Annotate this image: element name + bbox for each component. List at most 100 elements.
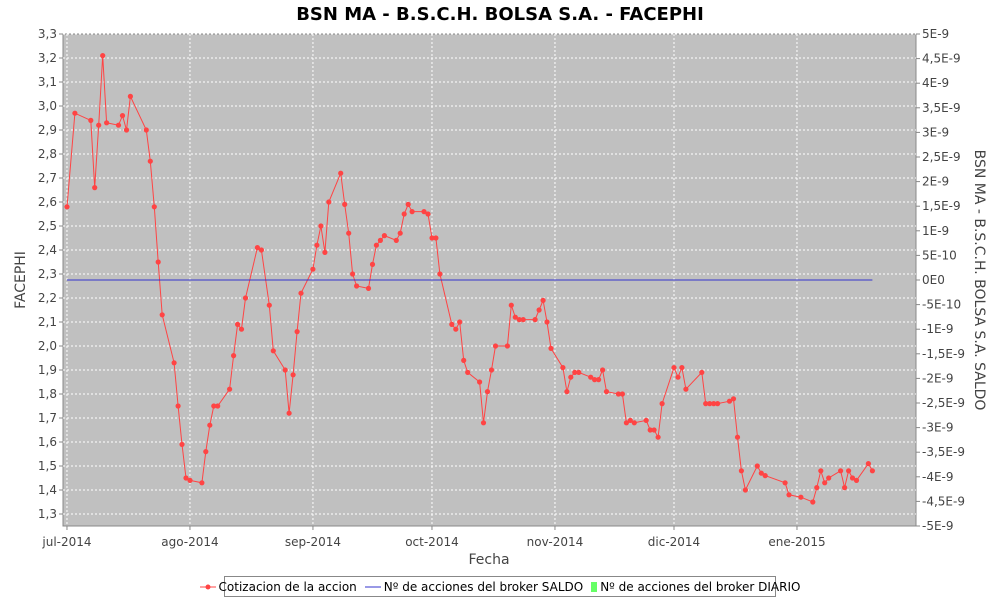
price-data-point [147, 158, 153, 164]
price-data-point [429, 235, 435, 241]
x-tick-label: dic-2014 [648, 535, 700, 549]
chart-title: BSN MA - B.S.C.H. BOLSA S.A. - FACEPHI [296, 4, 704, 25]
price-data-point [238, 326, 245, 332]
price-data-point [365, 285, 372, 291]
y2-tick-label: -1,5E-9 [922, 347, 965, 361]
price-data-point [707, 401, 713, 407]
y2-tick-label: -5E-9 [922, 519, 954, 533]
price-data-point [215, 403, 221, 409]
price-data-point [381, 233, 387, 239]
y2-tick-label: 1,5E-9 [922, 199, 961, 213]
y-tick-label: 2,8 [38, 147, 57, 161]
y-tick-label: 2,9 [38, 123, 57, 137]
price-data-point [536, 307, 542, 313]
price-data-point [258, 247, 264, 253]
legend-item-saldo: Nº de acciones del broker SALDO [364, 579, 584, 594]
price-data-point [123, 127, 130, 133]
price-data-point [600, 367, 606, 373]
price-data-point [643, 417, 649, 423]
price-data-point [492, 343, 499, 349]
price-data-point [603, 389, 610, 395]
price-data-point [504, 343, 510, 349]
y-tick-label: 2,1 [38, 315, 57, 329]
legend-item-cotizacion: Cotizacion de la accion [199, 580, 357, 594]
x-axis-label: Fecha [468, 552, 509, 568]
price-data-point [826, 475, 832, 481]
price-data-point [88, 117, 94, 123]
y-tick-label: 2,6 [38, 195, 57, 209]
price-data-point [282, 367, 288, 373]
price-data-point [726, 398, 733, 404]
price-data-point [484, 389, 491, 395]
price-data-point [560, 365, 566, 371]
axes: 1,3 1,4 1,5 1,6 1,7 1,8 1,9 2,0 2,1 2,2 2,3 2,4 2,5 2… [38, 27, 965, 549]
price-data-point [818, 468, 824, 474]
price-data-point [865, 461, 872, 467]
price-data-point [461, 357, 467, 363]
price-data-point [480, 420, 487, 426]
price-data-point [814, 485, 820, 491]
legend-line-marker-icon [199, 584, 216, 589]
price-data-point [171, 360, 177, 366]
price-data-point [564, 389, 570, 395]
price-data-point [782, 480, 788, 486]
price-data-point [159, 312, 165, 318]
y-tick-label: 1,9 [38, 363, 57, 377]
y-tick-label: 2,0 [38, 339, 57, 353]
legend-label-saldo: Nº de acciones del broker SALDO [383, 579, 584, 594]
y2-tick-label: -5E-10 [922, 298, 961, 312]
price-data-point [703, 401, 709, 407]
y2-tick-label: -2,5E-9 [922, 396, 965, 410]
price-data-point [231, 353, 237, 359]
price-data-point [516, 317, 522, 323]
price-data-point [838, 468, 844, 474]
y-tick-label: 1,3 [38, 507, 57, 521]
price-data-point [846, 468, 852, 474]
price-data-point [842, 485, 848, 491]
price-data-point [651, 427, 657, 433]
price-data-point [488, 367, 495, 373]
legend-bar-icon [591, 581, 598, 592]
y-tick-label: 1,5 [38, 459, 57, 473]
price-data-point [187, 477, 193, 483]
price-data-point [810, 499, 816, 505]
y2-tick-label: -3E-9 [922, 421, 954, 435]
price-data-point [592, 377, 598, 383]
x-tick-label: jul-2014 [41, 535, 91, 549]
price-data-point [627, 417, 633, 423]
price-data-point [342, 201, 348, 207]
price-data-point [457, 319, 463, 325]
price-data-point [310, 266, 316, 272]
price-data-point [92, 185, 98, 191]
price-data-point [588, 374, 594, 380]
price-data-point [762, 473, 768, 479]
y-tick-label: 1,6 [38, 435, 57, 449]
y-tick-label: 1,8 [38, 387, 57, 401]
y-tick-label: 1,7 [38, 411, 57, 425]
price-data-point [869, 468, 876, 474]
price-data-point [294, 329, 300, 335]
price-data-point [143, 127, 149, 133]
price-data-point [326, 199, 332, 205]
y2-tick-label: 2E-9 [922, 175, 949, 189]
price-data-point [465, 369, 471, 375]
price-data-point [401, 211, 407, 217]
price-data-point [393, 237, 399, 243]
x-tick-label: nov-2014 [527, 535, 584, 549]
y2-tick-label: -4,5E-9 [922, 494, 965, 508]
price-data-point [631, 420, 637, 426]
price-data-point [798, 494, 804, 500]
price-data-point [715, 401, 721, 407]
price-data-point [211, 403, 217, 409]
price-data-point [572, 369, 578, 375]
price-data-point [266, 302, 272, 308]
price-data-point [730, 396, 737, 402]
price-data-point [623, 420, 630, 426]
price-data-point [683, 386, 689, 392]
price-data-point [615, 391, 622, 397]
y2-tick-label: 5E-9 [922, 27, 949, 41]
y2-tick-label: 4E-9 [922, 76, 949, 90]
price-data-point [742, 487, 749, 493]
y-tick-label: 2,3 [38, 267, 57, 281]
price-data-point [647, 427, 653, 433]
